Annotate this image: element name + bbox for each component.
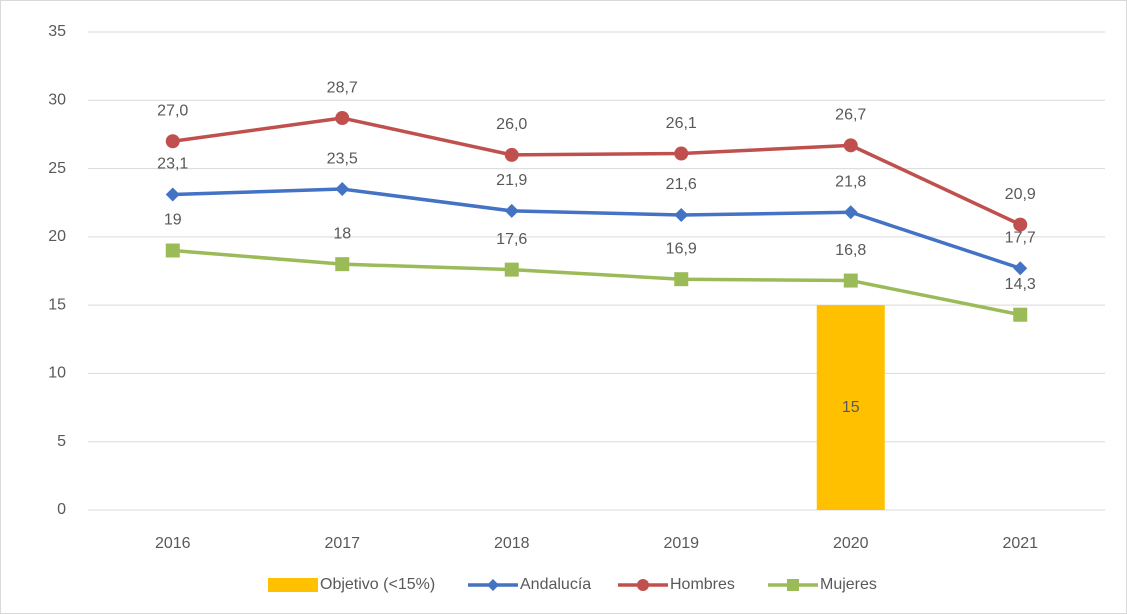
point	[504, 147, 519, 162]
point	[843, 205, 858, 220]
legend-label: Mujeres	[820, 576, 877, 593]
bar	[816, 305, 885, 510]
y-tick-label: 15	[48, 296, 66, 313]
legend-label: Andalucía	[520, 576, 591, 593]
point	[843, 138, 858, 153]
y-tick-label: 10	[48, 365, 66, 382]
data-label: 17,7	[1005, 229, 1036, 246]
line	[172, 187, 1021, 270]
x-tick-label: 2017	[324, 535, 360, 552]
data-label: 26,0	[496, 116, 527, 133]
data-label: 20,9	[1005, 186, 1036, 203]
point	[674, 208, 689, 223]
x-tick-label: 2016	[155, 535, 191, 552]
data-label: 16,8	[835, 242, 866, 259]
data-label: 21,9	[496, 172, 527, 189]
legend-label: Hombres	[670, 576, 735, 593]
data-label: 18	[333, 225, 351, 242]
legend-marker	[637, 579, 649, 591]
data-label: 15	[842, 399, 860, 416]
legend-marker	[787, 579, 799, 591]
point	[335, 182, 350, 197]
point	[843, 273, 858, 288]
data-label: 17,6	[496, 231, 527, 248]
x-tick-label: 2018	[494, 535, 530, 552]
point	[165, 134, 180, 149]
data-label: 26,1	[666, 115, 697, 132]
point	[674, 272, 689, 287]
data-label: 16,9	[666, 240, 697, 257]
data-label: 23,5	[327, 150, 358, 167]
data-label: 23,1	[157, 156, 188, 173]
point	[504, 262, 519, 277]
x-tick-label: 2019	[663, 535, 699, 552]
data-label: 14,3	[1005, 276, 1036, 293]
y-tick-label: 35	[48, 23, 66, 40]
data-label: 21,6	[666, 176, 697, 193]
line	[172, 116, 1021, 227]
point	[504, 203, 519, 218]
point	[1013, 261, 1028, 276]
line	[172, 248, 1021, 317]
data-label: 26,7	[835, 107, 866, 124]
legend-swatch	[268, 578, 318, 592]
point	[165, 187, 180, 202]
legend-marker	[487, 579, 499, 591]
data-label: 28,7	[327, 79, 358, 96]
y-tick-label: 0	[57, 501, 66, 518]
y-tick-label: 30	[48, 92, 66, 109]
data-label: 21,8	[835, 173, 866, 190]
x-tick-label: 2021	[1002, 535, 1038, 552]
y-tick-label: 25	[48, 160, 66, 177]
legend-label: Objetivo (<15%)	[320, 576, 435, 593]
x-tick-label: 2020	[833, 535, 869, 552]
point	[674, 146, 689, 161]
point	[1013, 217, 1028, 232]
point	[165, 243, 180, 258]
point	[1013, 307, 1028, 322]
y-tick-label: 5	[57, 433, 66, 450]
point	[335, 111, 350, 126]
data-label: 19	[164, 212, 182, 229]
point	[335, 257, 350, 272]
y-tick-label: 20	[48, 228, 66, 245]
data-label: 27,0	[157, 102, 188, 119]
